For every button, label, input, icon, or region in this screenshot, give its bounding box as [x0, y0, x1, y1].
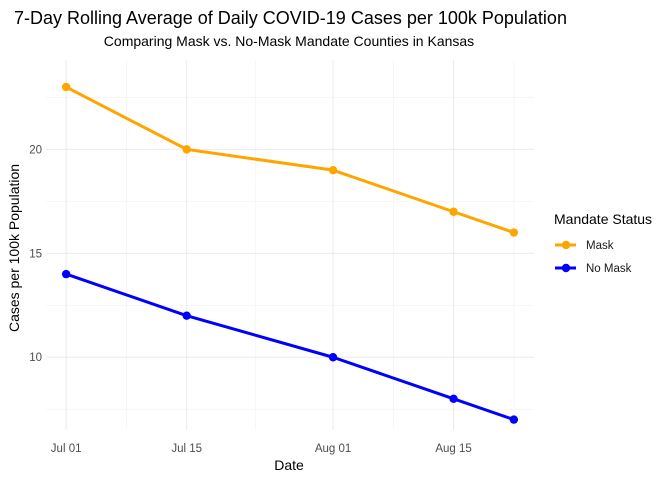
- x-tick-label: Aug 01: [315, 443, 351, 455]
- data-point-no-mask: [61, 269, 71, 279]
- x-tick-label: Jul 15: [171, 443, 202, 455]
- series-line-mask: [65, 85, 515, 234]
- y-tick-label: 15: [29, 248, 42, 260]
- legend-label-no-mask: No Mask: [586, 263, 632, 275]
- legend: Mandate Status Mask No Mask: [554, 211, 652, 275]
- data-point-mask: [182, 145, 191, 154]
- data-point-no-mask: [328, 353, 338, 362]
- data-point-no-mask: [182, 311, 191, 320]
- legend-label-mask: Mask: [586, 240, 614, 252]
- y-tick-label: 20: [29, 144, 42, 156]
- y-axis-ticks: 10 15 20: [29, 144, 42, 364]
- legend-key-no-mask: [555, 263, 576, 273]
- x-tick-label: Jul 01: [51, 443, 82, 455]
- legend-title: Mandate Status: [554, 211, 652, 227]
- y-tick-label: 10: [29, 352, 42, 364]
- y-axis-title: Cases per 100k Population: [6, 164, 22, 332]
- legend-key-mask: [555, 240, 576, 250]
- series-layer: [61, 82, 519, 424]
- data-point-no-mask: [449, 394, 458, 404]
- data-point-mask: [449, 207, 458, 216]
- data-point-no-mask: [509, 415, 519, 424]
- x-tick-label: Aug 15: [435, 443, 471, 455]
- data-point-mask: [509, 228, 519, 237]
- chart-subtitle: Comparing Mask vs. No-Mask Mandate Count…: [104, 33, 474, 49]
- x-axis-ticks: Jul 01 Jul 15 Aug 01 Aug 15: [51, 443, 472, 455]
- x-axis-title: Date: [274, 457, 304, 473]
- data-point-mask: [328, 165, 338, 175]
- chart-title: 7-Day Rolling Average of Daily COVID-19 …: [14, 8, 567, 28]
- data-point-mask: [61, 82, 71, 92]
- series-line-no-mask: [65, 272, 515, 422]
- grid: [46, 60, 534, 430]
